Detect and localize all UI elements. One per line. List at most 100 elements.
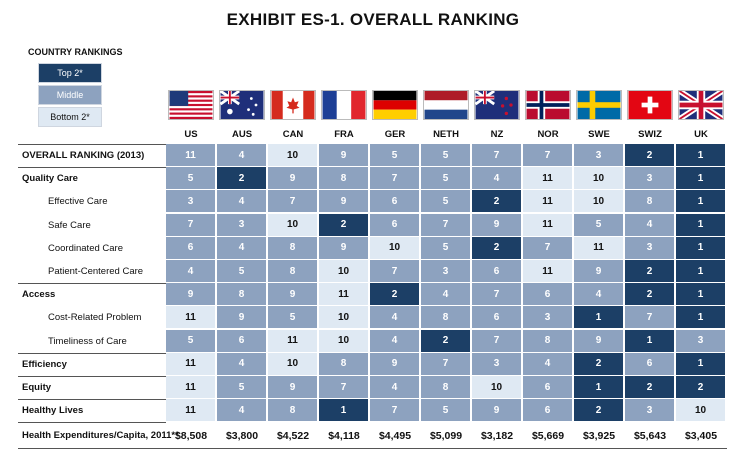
expenditure-value: $4,118: [328, 430, 360, 443]
rank-cell: 1: [676, 190, 726, 214]
column-header: NETH: [433, 129, 459, 140]
rank-cell: 1: [574, 306, 624, 330]
rank-cell: 5: [370, 144, 420, 167]
rank-cell: 1: [676, 260, 726, 283]
rank-cell: 6: [523, 283, 573, 307]
rank-cell: 8: [523, 329, 573, 353]
rank-cell: 3: [625, 236, 675, 260]
expenditure-value: $5,669: [531, 430, 565, 443]
expenditure-value: $3,925: [582, 430, 616, 443]
rank-cell: 6: [370, 213, 420, 237]
rank-cell: 8: [319, 352, 369, 376]
legend-top2: Top 2*: [38, 63, 102, 83]
rank-cell: 3: [523, 306, 573, 330]
rank-cell: 10: [574, 167, 624, 191]
expenditure-value: $5,099: [429, 430, 463, 443]
expenditure-value: $5,643: [633, 430, 667, 443]
rank-cell: 5: [217, 376, 267, 399]
rank-cell: 4: [370, 329, 420, 353]
column-header: AUS: [231, 129, 253, 140]
rank-cell: 11: [166, 306, 216, 330]
rank-cell: 5: [166, 329, 216, 353]
rank-cell: 2: [472, 190, 522, 214]
rank-cell: 10: [370, 236, 420, 260]
uk-flag-icon: [678, 90, 724, 120]
rank-cell: 11: [574, 236, 624, 260]
row-label: Effective Care: [48, 196, 108, 208]
column-header: US: [184, 129, 198, 140]
row-divider: [18, 144, 166, 145]
rank-cell: 11: [523, 213, 573, 237]
rank-cell: 5: [421, 399, 471, 423]
ger-flag-icon: [372, 90, 418, 120]
row-label: Safe Care: [48, 219, 91, 231]
rank-cell: 1: [676, 213, 726, 237]
rank-cell: 7: [319, 376, 369, 399]
column-header: FRA: [334, 129, 354, 140]
rank-cell: 7: [370, 167, 420, 191]
legend-middle: Middle: [38, 85, 102, 105]
row-divider: [18, 422, 166, 424]
rank-cell: 10: [319, 329, 369, 353]
rank-cell: 6: [472, 260, 522, 283]
rank-cell: 4: [217, 236, 267, 260]
row-divider: [18, 399, 166, 401]
rank-cell: 9: [319, 236, 369, 260]
rank-cell: 10: [676, 399, 726, 423]
rank-cell: 6: [523, 376, 573, 399]
rank-cell: 2: [625, 376, 675, 399]
row-divider: [18, 283, 166, 285]
rank-cell: 9: [268, 376, 318, 399]
row-label: Access: [22, 289, 56, 301]
row-label: Timeliness of Care: [48, 335, 127, 347]
row-label: Coordinated Care: [48, 242, 123, 254]
rank-cell: 7: [625, 306, 675, 330]
rank-cell: 3: [574, 144, 624, 167]
rank-cell: 9: [574, 260, 624, 283]
rank-cell: 3: [421, 260, 471, 283]
rank-cell: 2: [625, 260, 675, 283]
rank-cell: 4: [370, 306, 420, 330]
us-flag-icon: [168, 90, 214, 120]
rank-cell: 10: [268, 213, 318, 237]
row-divider: [18, 167, 166, 169]
fra-flag-icon: [321, 90, 367, 120]
column-header: UK: [694, 129, 708, 140]
rank-cell: 2: [676, 376, 726, 399]
rank-cell: 10: [268, 352, 318, 376]
rank-cell: 7: [523, 144, 573, 167]
rank-cell: 1: [676, 167, 726, 191]
rank-cell: 1: [676, 236, 726, 260]
rank-cell: 4: [370, 376, 420, 399]
rank-cell: 5: [421, 167, 471, 191]
rank-cell: 9: [268, 283, 318, 307]
rank-cell: 10: [574, 190, 624, 214]
rank-cell: 2: [574, 352, 624, 376]
rank-cell: 11: [166, 352, 216, 376]
column-header: GER: [384, 129, 406, 140]
rank-cell: 8: [319, 167, 369, 191]
column-header: CAN: [282, 129, 304, 140]
rank-cell: 2: [421, 329, 471, 353]
rank-cell: 6: [217, 329, 267, 353]
rank-cell: 5: [421, 144, 471, 167]
rank-cell: 4: [217, 399, 267, 423]
rank-cell: 8: [268, 399, 318, 423]
rank-cell: 4: [166, 260, 216, 283]
rank-cell: 11: [523, 260, 573, 283]
legend-bottom2: Bottom 2*: [38, 107, 102, 127]
column-header: NOR: [537, 129, 559, 140]
rank-cell: 11: [268, 329, 318, 353]
rank-cell: 8: [625, 190, 675, 214]
rank-cell: 7: [421, 352, 471, 376]
rank-cell: 11: [523, 190, 573, 214]
neth-flag-icon: [423, 90, 469, 120]
rank-cell: 7: [472, 283, 522, 307]
rank-cell: 5: [574, 213, 624, 237]
expenditure-value: $4,522: [276, 430, 310, 443]
rank-cell: 4: [217, 352, 267, 376]
nz-flag-icon: [474, 90, 520, 120]
rank-cell: 4: [574, 283, 624, 307]
rank-cell: 7: [523, 236, 573, 260]
rank-cell: 4: [625, 213, 675, 237]
